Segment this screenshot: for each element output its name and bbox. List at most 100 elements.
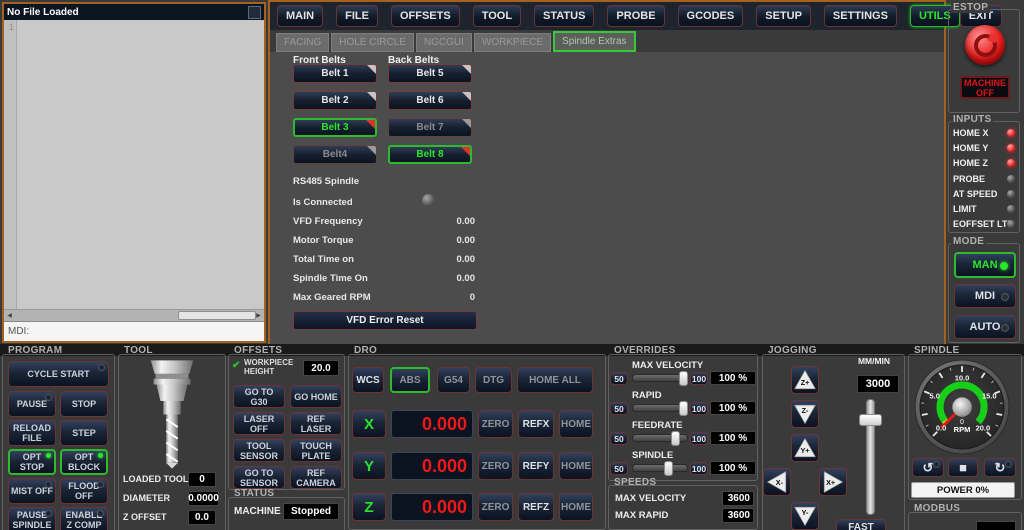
program-opt-stop-button[interactable]: OPT STOP — [8, 449, 56, 475]
belt-button-belt-2[interactable]: Belt 2 — [293, 91, 377, 110]
override-max-button[interactable]: 100 — [690, 462, 708, 475]
belt-button-belt-6[interactable]: Belt 6 — [388, 91, 472, 110]
belt-button-belt-1[interactable]: Belt 1 — [293, 64, 377, 83]
jog-fast-button[interactable]: FAST — [836, 519, 886, 530]
dro-wcs-button[interactable]: WCS — [352, 367, 384, 393]
menu-item-main[interactable]: MAIN — [277, 5, 324, 27]
menu-item-offsets[interactable]: OFFSETS — [390, 5, 460, 27]
axis-y-button[interactable]: Y — [352, 452, 386, 480]
zero-x-button[interactable]: ZERO — [478, 410, 513, 438]
mode-auto-button[interactable]: AUTO — [954, 315, 1016, 339]
machine-off-button[interactable]: MACHINE OFF — [960, 76, 1010, 99]
offsets-go-home-button[interactable]: GO HOME — [290, 385, 342, 408]
belt-button-belt-8[interactable]: Belt 8 — [388, 145, 472, 164]
checkmark-icon[interactable]: ✔ — [232, 360, 241, 371]
program-reload-file-button[interactable]: RELOAD FILE — [8, 420, 56, 446]
tab-spindle-extras[interactable]: Spindle Extras — [553, 31, 636, 52]
offsets-laser-off-button[interactable]: LASER OFF — [233, 412, 285, 435]
zero-y-button[interactable]: ZERO — [478, 452, 513, 480]
override-slider-track[interactable] — [632, 371, 688, 386]
menu-item-setup[interactable]: SETUP — [756, 5, 811, 27]
tab-facing[interactable]: FACING — [276, 33, 330, 52]
override-slider-handle[interactable] — [671, 431, 680, 446]
tab-workpiece[interactable]: WORKPIECE — [473, 33, 552, 52]
menu-item-utils[interactable]: UTILS — [909, 5, 960, 27]
override-min-button[interactable]: 50 — [610, 462, 628, 475]
spindle-forward-button[interactable]: ↻ — [984, 458, 1016, 477]
jog-z-plus-button[interactable]: Z+ — [791, 366, 819, 394]
axis-x-button[interactable]: X — [352, 410, 386, 438]
jog-x-plus-button[interactable]: X+ — [819, 468, 847, 496]
jog-y-minus-button[interactable]: Y- — [791, 502, 819, 530]
dro-home-all-button[interactable]: HOME ALL — [517, 367, 593, 393]
program-step-button[interactable]: STEP — [60, 420, 108, 446]
offsets-touch-plate-button[interactable]: TOUCH PLATE — [290, 439, 342, 462]
program-opt-block-button[interactable]: OPT BLOCK — [60, 449, 108, 475]
vfd-error-reset-button[interactable]: VFD Error Reset — [293, 311, 477, 330]
dro-abs-button[interactable]: ABS — [390, 367, 430, 393]
mode-man-button[interactable]: MAN — [954, 252, 1016, 278]
override-min-button[interactable]: 50 — [610, 372, 628, 385]
menu-item-file[interactable]: FILE — [336, 5, 378, 27]
jog-z-minus-button[interactable]: Z- — [791, 400, 819, 428]
program-pause-spindle-button[interactable]: PAUSE SPINDLE — [8, 507, 56, 530]
home-x-button[interactable]: HOME — [559, 410, 593, 438]
override-max-button[interactable]: 100 — [690, 432, 708, 445]
program-stop-button[interactable]: STOP — [60, 391, 108, 417]
ref-y-button[interactable]: REFY — [518, 452, 554, 480]
dro-g54-button[interactable]: G54 — [437, 367, 470, 393]
menu-item-gcodes[interactable]: GCODES — [677, 5, 744, 27]
gcode-titlebar-button[interactable] — [248, 5, 261, 19]
ref-x-button[interactable]: REFX — [518, 410, 554, 438]
menu-item-settings[interactable]: SETTINGS — [823, 5, 897, 27]
home-z-button[interactable]: HOME — [559, 493, 593, 521]
offsets-tool-sensor-button[interactable]: TOOL SENSOR — [233, 439, 285, 462]
override-slider-handle[interactable] — [679, 371, 688, 386]
menu-item-status[interactable]: STATUS — [534, 5, 595, 27]
program-pause-button[interactable]: PAUSE — [8, 391, 56, 417]
jog-y-plus-button[interactable]: Y+ — [791, 434, 819, 462]
menu-item-tool[interactable]: TOOL — [472, 5, 522, 27]
offsets-go-to-g30-button[interactable]: GO TO G30 — [233, 385, 285, 408]
belt-button-belt-5[interactable]: Belt 5 — [388, 64, 472, 83]
home-y-button[interactable]: HOME — [559, 452, 593, 480]
jog-x-minus-button[interactable]: X- — [763, 468, 791, 496]
override-max-button[interactable]: 100 — [690, 372, 708, 385]
scrollbar-handle[interactable] — [178, 311, 257, 320]
override-min-button[interactable]: 50 — [610, 402, 628, 415]
jog-slider-handle[interactable] — [859, 414, 882, 426]
spindle-stop-button[interactable]: ■ — [948, 458, 978, 477]
override-slider-handle[interactable] — [679, 401, 688, 416]
axis-z-button[interactable]: Z — [352, 493, 386, 521]
scroll-left-icon[interactable]: ◀ — [7, 313, 12, 319]
override-slider-track[interactable] — [632, 431, 688, 446]
offsets-ref-camera-button[interactable]: REF CAMERA — [290, 466, 342, 489]
override-min-button[interactable]: 50 — [610, 432, 628, 445]
program-enable-z-comp-button[interactable]: ENABLE Z COMP — [60, 507, 108, 530]
override-slider-track[interactable] — [632, 461, 688, 476]
estop-button[interactable] — [965, 25, 1005, 65]
belt-button-belt-3[interactable]: Belt 3 — [293, 118, 377, 137]
ref-z-button[interactable]: REFZ — [518, 493, 554, 521]
offsets-ref-laser-button[interactable]: REF LASER — [290, 412, 342, 435]
mdi-input[interactable]: MDI: — [4, 321, 264, 341]
scroll-right-icon[interactable]: ▶ — [256, 313, 261, 319]
zero-z-button[interactable]: ZERO — [478, 493, 513, 521]
dro-dtg-button[interactable]: DTG — [475, 367, 512, 393]
tab-ngcgui[interactable]: NGCGUI — [415, 33, 472, 52]
gcode-editor[interactable]: 1 — [4, 20, 264, 309]
cycle-start-button[interactable]: CYCLE START — [8, 361, 109, 387]
belt-button-belt-7[interactable]: Belt 7 — [388, 118, 472, 137]
program-flood-off-button[interactable]: FLOOD OFF — [60, 478, 108, 504]
override-slider-track[interactable] — [632, 401, 688, 416]
override-slider-handle[interactable] — [664, 461, 673, 476]
override-max-button[interactable]: 100 — [690, 402, 708, 415]
belt-button-belt4[interactable]: Belt4 — [293, 145, 377, 164]
offsets-go-to-sensor-button[interactable]: GO TO SENSOR — [233, 466, 285, 489]
spindle-reverse-button[interactable]: ↺ — [912, 458, 944, 477]
workpiece-height-value[interactable]: 20.0 — [303, 360, 339, 376]
horizontal-scrollbar[interactable]: ◀ ▶ — [4, 309, 264, 321]
jog-slider-track[interactable] — [866, 399, 875, 515]
program-mist-off-button[interactable]: MIST OFF — [8, 478, 56, 504]
menu-item-probe[interactable]: PROBE — [607, 5, 665, 27]
